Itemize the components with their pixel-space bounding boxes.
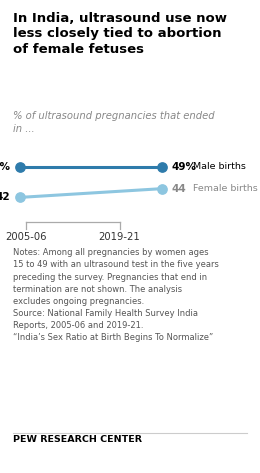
Text: 2019-21: 2019-21: [99, 232, 140, 242]
Text: 49%: 49%: [172, 162, 197, 172]
Text: 44: 44: [172, 184, 187, 193]
Text: Male births: Male births: [193, 162, 246, 171]
Text: 2005-06: 2005-06: [5, 232, 47, 242]
Point: [18, 193, 22, 201]
Point: [18, 163, 22, 171]
Point: [160, 185, 164, 193]
Text: 49%: 49%: [0, 162, 10, 172]
Point: [160, 163, 164, 171]
Text: PEW RESEARCH CENTER: PEW RESEARCH CENTER: [13, 435, 142, 444]
Text: 42: 42: [0, 193, 10, 202]
Text: In India, ultrasound use now
less closely tied to abortion
of female fetuses: In India, ultrasound use now less closel…: [13, 12, 227, 56]
Text: % of ultrasound pregnancies that ended
in ...: % of ultrasound pregnancies that ended i…: [13, 111, 214, 133]
Text: Notes: Among all pregnancies by women ages
15 to 49 with an ultrasound test in t: Notes: Among all pregnancies by women ag…: [13, 248, 219, 342]
Text: Female births: Female births: [193, 184, 258, 193]
